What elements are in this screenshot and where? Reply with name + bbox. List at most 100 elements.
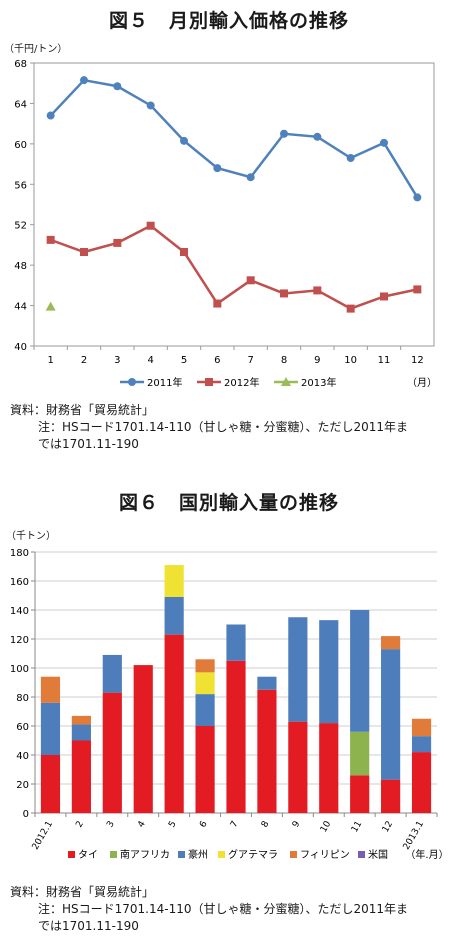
bar-segment: [102, 654, 122, 693]
figure5-y-unit: （千円/トン）: [4, 44, 68, 55]
point-marker: [146, 101, 155, 110]
bar-segment: [411, 718, 432, 737]
legend-label: タイ: [78, 849, 98, 861]
bar-segment: [257, 676, 277, 690]
figure5-note-line1: 注：HSコード1701.14-110（甘しゃ糖・分蜜糖）、ただし2011年ま: [38, 420, 409, 434]
point-marker: [280, 129, 288, 138]
x-tick-label: 9: [291, 819, 303, 829]
y-tick-label: 52: [14, 221, 27, 232]
bar-segment: [381, 649, 401, 780]
point-marker: [80, 248, 88, 257]
x-tick-label: 10: [319, 819, 334, 834]
bar-segment: [350, 731, 370, 776]
figure6-stacked-bar-chart: 0 20 40 60 80 100 120 140 160 180 2012.1 2 3 4 5 6 7 8 9 10…: [10, 548, 449, 861]
legend-swatch: [290, 851, 297, 858]
series-line-1: [49, 78, 419, 199]
figure6-title: 図６ 国別輸入量の推移: [118, 492, 339, 514]
y-tick-label: 180: [10, 548, 29, 559]
point-marker: [246, 276, 255, 285]
legend-label: フィリピン: [300, 849, 350, 861]
figure5-notes: 資料：財務省「貿易統計」 注：HSコード1701.14-110（甘しゃ糖・分蜜糖…: [10, 402, 408, 453]
figure6-notes: 資料：財務省「貿易統計」 注：HSコード1701.14-110（甘しゃ糖・分蜜糖…: [10, 884, 408, 935]
figure6-note-line1: 注：HSコード1701.14-110（甘しゃ糖・分蜜糖）、ただし2011年ま: [38, 902, 409, 916]
y-tick-label: 60: [14, 140, 27, 151]
y-tick-label: 140: [10, 606, 29, 617]
bar-segment: [71, 724, 91, 741]
bar-segment: [350, 775, 370, 813]
point-marker: [113, 82, 122, 91]
legend-marker: [281, 377, 291, 386]
legend-swatch: [218, 851, 225, 858]
x-tick-label: 12: [381, 820, 395, 835]
y-tick-label: 40: [16, 751, 29, 762]
legend-label: 米国: [368, 848, 388, 861]
x-tick-label: 8: [260, 819, 272, 829]
bar-segment: [319, 620, 339, 724]
x-tick-label: 6: [214, 355, 220, 366]
x-tick-label: 1: [47, 355, 53, 366]
y-tick-label: 60: [16, 722, 29, 733]
figure6-note-line2: では1701.11-190: [38, 919, 139, 933]
point-marker: [180, 248, 188, 257]
y-tick-label: 80: [16, 693, 29, 704]
bar-segment: [226, 624, 246, 661]
point-marker: [380, 138, 388, 147]
point-marker: [313, 286, 322, 295]
y-tick-label: 48: [14, 261, 27, 272]
point-marker: [313, 132, 322, 141]
point-marker: [413, 285, 422, 294]
figure5-title: 図５ 月別輸入価格の推移: [108, 10, 349, 32]
y-tick-label: 68: [14, 59, 27, 70]
bar-segment: [133, 665, 153, 813]
bar-segment: [40, 755, 61, 813]
bar-segment: [411, 736, 432, 753]
point-marker: [45, 301, 56, 311]
point-marker: [46, 235, 55, 244]
x-tick-label: 12: [411, 355, 424, 366]
x-tick-label: 6: [198, 819, 210, 829]
x-tick-label: 8: [281, 355, 287, 366]
point-marker: [246, 173, 255, 182]
bar-segment: [381, 636, 401, 650]
legend-label: 2013年: [301, 376, 336, 389]
bar-segment: [40, 702, 61, 755]
legend-swatch: [178, 851, 185, 858]
figure5-note-line2: では1701.11-190: [38, 437, 139, 451]
bar-segment: [164, 596, 184, 635]
point-marker: [280, 289, 288, 298]
y-tick-label: 56: [14, 180, 27, 191]
x-tick-label: 7: [247, 355, 253, 366]
x-tick-label: 2: [74, 820, 86, 830]
legend-swatch: [68, 851, 75, 858]
bar-segment: [195, 694, 215, 726]
bar-segment: [411, 752, 432, 813]
point-marker: [213, 164, 222, 173]
x-tick-label: 11: [350, 820, 364, 835]
series-line-2: [50, 224, 418, 310]
x-tick-label: 3: [105, 820, 117, 830]
point-marker: [80, 76, 88, 85]
point-marker: [346, 304, 355, 313]
x-tick-label: 9: [314, 355, 320, 366]
bar-segment: [319, 723, 339, 813]
x-tick-label: 2012.1: [31, 820, 55, 852]
bar-segment: [164, 634, 184, 813]
x-tick-label: 10: [344, 355, 357, 366]
bar-segment: [40, 676, 61, 703]
point-marker: [146, 221, 155, 230]
bar-segment: [226, 660, 246, 813]
bar-segment: [257, 689, 277, 813]
point-marker: [380, 292, 388, 301]
bar-segment: [381, 779, 401, 813]
legend-swatch: [358, 851, 365, 858]
x-tick-label: 4: [136, 819, 148, 829]
y-tick-label: 20: [16, 780, 29, 791]
y-tick-label: 64: [14, 99, 27, 110]
legend-label: 南アフリカ: [120, 848, 170, 861]
point-marker: [113, 238, 122, 247]
bar-segment: [195, 672, 215, 695]
point-marker: [180, 136, 188, 145]
point-marker: [346, 154, 355, 163]
point-marker: [46, 111, 55, 120]
